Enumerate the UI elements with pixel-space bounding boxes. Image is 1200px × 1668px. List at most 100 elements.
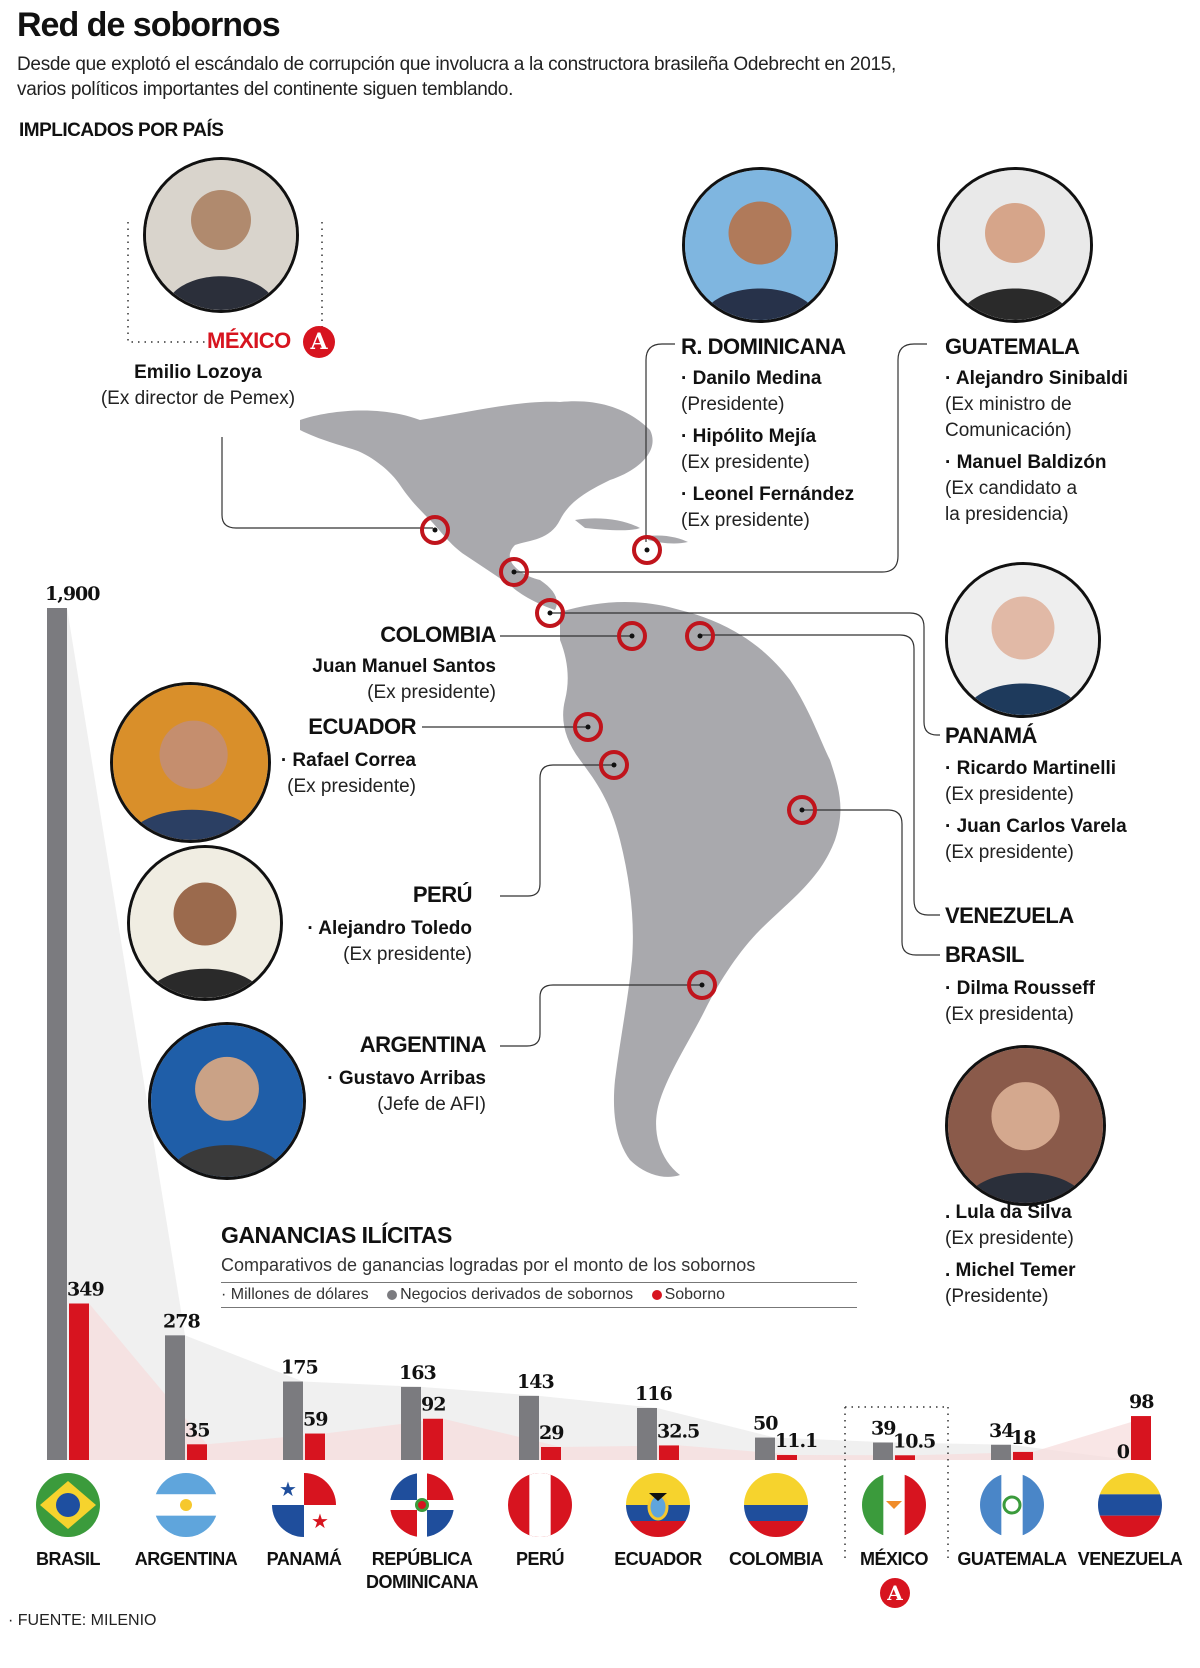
legend-gray-dot-icon <box>387 1289 398 1300</box>
chart-country-label-guatemala: GUATEMALA <box>957 1549 1067 1569</box>
chart-country-label-brasil: BRASIL <box>36 1549 101 1569</box>
chart-country-label-rdominicana: REPÚBLICA DOMINICANA <box>366 1549 479 1592</box>
milenio-a-badge-icon: A <box>303 326 335 358</box>
svg-text:★: ★ <box>279 1479 297 1501</box>
flag-rdominicana-icon <box>390 1473 454 1537</box>
person-rafael-correa: · Rafael Correa (Ex presidente) <box>250 748 416 800</box>
person-silhouette-icon <box>940 170 1090 320</box>
person-manuel-baldizon: · Manuel Baldizón (Ex candidato a la pre… <box>945 450 1107 528</box>
bar-red-peru <box>541 1446 561 1460</box>
person-ricardo-martinelli: · Ricardo Martinelli (Ex presidente) <box>945 756 1116 808</box>
person-lula-da-silva: . Lula da Silva (Ex presidente) <box>945 1200 1074 1252</box>
person-name: · Danilo Medina <box>681 368 822 389</box>
person-name: · Ricardo Martinelli <box>945 758 1117 779</box>
bar-gray-argentina <box>165 1335 185 1460</box>
person-danilo-medina: · Danilo Medina (Presidente) <box>681 366 821 418</box>
bar-gray-peru <box>519 1395 539 1460</box>
person-name: · Dilma Rousseff <box>945 978 1095 999</box>
person-role: (Ex presidenta) <box>945 1004 1074 1025</box>
bar-red-rdominicana <box>423 1418 443 1460</box>
person-role: (Ex presidente) <box>945 842 1074 863</box>
country-heading-venezuela: VENEZUELA <box>945 903 1074 928</box>
person-role: (Ex presidente) <box>343 944 472 965</box>
person-silhouette-icon <box>146 160 296 310</box>
person-emilio-lozoya: Emilio Lozoya (Ex director de Pemex) <box>78 360 318 412</box>
chart-value-labels: 1,900 349 278 35 175 59 163 92 143 29 116 32.5 5011.… <box>45 583 1155 1463</box>
value-label-red: 11.1 <box>775 1430 817 1452</box>
person-leonel-fernandez: · Leonel Fernández (Ex presidente) <box>681 482 854 534</box>
person-silhouette-icon <box>151 1025 303 1177</box>
value-label-red: 92 <box>421 1394 445 1416</box>
portrait-danilo-medina <box>682 167 838 323</box>
bar-gray-guatemala <box>991 1444 1011 1460</box>
person-role-cont: la presidencia) <box>945 504 1069 525</box>
person-role: (Jefe de AFI) <box>377 1094 486 1115</box>
chart-country-label-mexico: MÉXICO <box>859 1549 929 1569</box>
value-label-gray: 278 <box>163 1310 200 1332</box>
value-label-red: 10.5 <box>893 1430 935 1452</box>
person-name: · Alejandro Sinibaldi <box>945 368 1128 389</box>
page-subtitle: Desde que explotó el escándalo de corrup… <box>17 52 1117 102</box>
mexico-milenio-a-badge-icon: A <box>880 1578 910 1608</box>
value-label-gray: 34 <box>989 1420 1014 1442</box>
person-name: · Alejandro Toledo <box>307 918 472 939</box>
portrait-ricardo-martinelli <box>945 562 1101 718</box>
person-name: . Michel Temer <box>945 1260 1076 1281</box>
person-name: · Gustavo Arribas <box>327 1068 486 1089</box>
person-name: · Juan Carlos Varela <box>945 816 1127 837</box>
portrait-alejandro-sinibaldi <box>937 167 1093 323</box>
subtitle-line-2: varios políticos importantes del contine… <box>17 79 514 100</box>
chart-country-label-colombia: COLOMBIA <box>729 1549 824 1569</box>
bar-red-venezuela <box>1131 1416 1151 1460</box>
person-name: . Lula da Silva <box>945 1202 1072 1223</box>
person-alejandro-toledo: · Alejandro Toledo (Ex presidente) <box>280 916 472 968</box>
person-role: (Ex candidato a <box>945 478 1078 499</box>
chart-country-label-venezuela: VENEZUELA <box>1077 1549 1183 1569</box>
bar-red-guatemala <box>1013 1451 1033 1460</box>
bar-red-colombia <box>777 1455 797 1460</box>
chart-legend: · Millones de dólares Negocios derivados… <box>221 1282 857 1308</box>
flag-guatemala-icon <box>980 1473 1044 1537</box>
person-name: · Leonel Fernández <box>681 484 855 505</box>
chart-country-label-peru: PERÚ <box>515 1549 565 1569</box>
section-label: IMPLICADOS POR PAÍS <box>19 120 224 141</box>
country-heading-mexico: MÉXICO <box>207 328 291 353</box>
bar-red-brasil <box>69 1303 89 1460</box>
bar-gray-ecuador <box>637 1407 657 1460</box>
portrait-gustavo-arribas <box>148 1022 306 1180</box>
country-heading-argentina: ARGENTINA <box>359 1032 487 1057</box>
person-name: Juan Manuel Santos <box>312 656 496 677</box>
mexico-highlight-frame <box>844 1406 949 1560</box>
value-label-gray: 0 <box>1117 1441 1130 1463</box>
chart-bars <box>47 608 1151 1460</box>
country-heading-rdominicana: R. DOMINICANA <box>681 334 846 359</box>
person-gustavo-arribas: · Gustavo Arribas (Jefe de AFI) <box>300 1066 486 1118</box>
value-label-gray: 143 <box>517 1371 554 1393</box>
flag-brasil-icon <box>36 1473 100 1537</box>
value-label-red: 32.5 <box>657 1420 699 1442</box>
value-label-gray: 163 <box>399 1362 436 1384</box>
bar-gray-panama <box>283 1381 303 1460</box>
gray-fan-area <box>67 608 1151 1460</box>
value-label-gray: 50 <box>753 1413 778 1435</box>
chart-country-label-panama: PANAMÁ <box>266 1549 342 1569</box>
country-heading-colombia: COLOMBIA <box>380 622 496 647</box>
flag-venezuela-icon <box>1098 1473 1162 1537</box>
bar-red-panama <box>305 1433 325 1460</box>
value-label-red: 98 <box>1129 1391 1154 1413</box>
person-name: · Rafael Correa <box>280 750 416 771</box>
flag-argentina-icon <box>154 1473 218 1537</box>
person-michel-temer: . Michel Temer (Presidente) <box>945 1258 1076 1310</box>
country-heading-peru: PERÚ <box>412 882 473 907</box>
person-role: (Ex presidente) <box>945 784 1074 805</box>
legend-red-label: Soborno <box>664 1286 726 1303</box>
chart-subtitle: Comparativos de ganancias logradas por e… <box>221 1255 756 1275</box>
legend-units: · Millones de dólares <box>221 1286 369 1303</box>
flag-ecuador-icon <box>626 1473 690 1537</box>
person-role: (Ex presidente) <box>681 510 810 531</box>
person-juan-manuel-santos: Juan Manuel Santos (Ex presidente) <box>250 654 496 706</box>
bar-red-argentina <box>187 1444 207 1460</box>
value-label-red: 18 <box>1011 1427 1036 1449</box>
bar-red-ecuador <box>659 1445 679 1460</box>
value-label-red: 349 <box>67 1279 104 1301</box>
